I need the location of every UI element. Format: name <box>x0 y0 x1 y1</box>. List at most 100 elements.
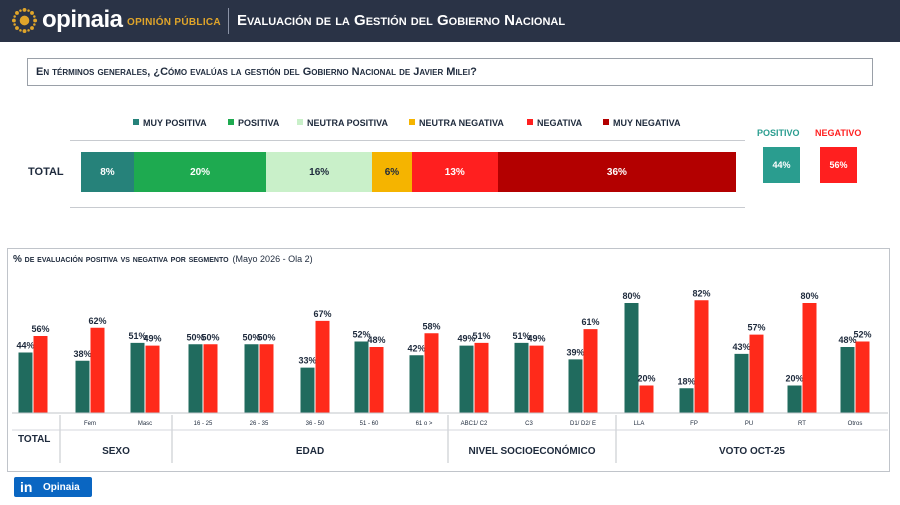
negative-bar <box>203 344 218 413</box>
segment-panel <box>7 248 890 472</box>
legend-item-negativa: NEGATIVA <box>527 118 582 128</box>
legend-label: MUY NEGATIVA <box>613 118 681 128</box>
total-segment-neutra-positiva: 16% <box>266 152 373 192</box>
positive-bar <box>459 345 474 413</box>
positive-value-label: 51% <box>128 331 146 341</box>
positive-value-label: 33% <box>298 356 316 366</box>
legend-item-neutra-positiva: NEUTRA POSITIVA <box>297 118 388 128</box>
positive-value-label: 38% <box>73 349 91 359</box>
category-label: 16 - 25 <box>194 421 213 427</box>
group-label-voto: VOTO OCT-25 <box>719 446 785 457</box>
positive-value-label: 42% <box>407 343 425 353</box>
legend-label: NEUTRA POSITIVA <box>307 118 389 128</box>
linkedin-button[interactable]: in Opinaia <box>14 477 92 497</box>
negative-bar <box>802 303 817 413</box>
negative-bar <box>424 333 439 413</box>
category-label: 61 o > <box>416 421 433 427</box>
positive-value-label: 50% <box>242 332 260 342</box>
category-label: FP <box>690 421 698 427</box>
negative-value-label: 49% <box>143 334 161 344</box>
legend-swatch <box>603 119 609 125</box>
positive-bar <box>514 342 529 413</box>
negative-value-label: 50% <box>257 332 275 342</box>
negative-bar <box>694 300 709 413</box>
header-bar: opinaia OPINIÓN PÚBLICA Evaluación de la… <box>0 0 900 42</box>
total-segment-negativa: 13% <box>411 152 498 192</box>
positive-value-label: 20% <box>785 374 803 384</box>
positive-value-label: 43% <box>732 342 750 352</box>
legend-swatch <box>409 119 415 125</box>
legend-item-neutra-negativa: NEUTRA NEGATIVA <box>409 118 504 128</box>
negative-value-label: 80% <box>800 291 818 301</box>
segment-title-sub: (Mayo 2026 - Ola 2) <box>232 254 313 264</box>
positive-bar <box>18 352 33 413</box>
negative-bar <box>583 329 598 413</box>
category-label: 51 - 60 <box>360 421 379 427</box>
positive-bar <box>188 344 203 413</box>
positive-bar <box>244 344 259 413</box>
legend-swatch <box>297 119 303 125</box>
positive-bar <box>409 355 424 413</box>
linkedin-label: Opinaia <box>43 482 80 493</box>
negative-bar <box>474 342 489 413</box>
positive-bar <box>300 367 315 413</box>
legend-swatch <box>133 119 139 125</box>
header-divider <box>228 8 229 34</box>
total-segment-muy-positiva: 8% <box>81 152 134 192</box>
negative-value-label: 50% <box>201 332 219 342</box>
negative-value-label: 52% <box>853 330 871 340</box>
positive-bar <box>130 342 145 413</box>
negative-bar <box>855 341 870 413</box>
negative-bar <box>529 345 544 413</box>
negative-bar <box>749 334 764 413</box>
sun-logo-icon <box>11 7 38 34</box>
negative-value-label: 51% <box>472 331 490 341</box>
negative-bar <box>259 344 274 413</box>
negative-bar <box>639 385 654 413</box>
category-label: Masc <box>138 421 152 427</box>
negative-value-label: 62% <box>88 316 106 326</box>
segment-title-main: % de evaluación positiva vs negativa por… <box>13 254 229 265</box>
positive-value-label: 39% <box>566 347 584 357</box>
legend-label: NEUTRA NEGATIVA <box>419 118 504 128</box>
category-label: Otros <box>848 421 863 427</box>
legend-swatch <box>228 119 234 125</box>
negative-bar <box>145 345 160 413</box>
positivo-value: 44% <box>763 147 800 183</box>
category-label: D1/ D2/ E <box>570 421 596 427</box>
brand-name: opinaia <box>42 6 123 33</box>
linkedin-icon: in <box>20 479 33 495</box>
category-label: LLA <box>634 421 645 427</box>
positive-bar <box>75 360 90 413</box>
positive-value-label: 48% <box>838 335 856 345</box>
positive-value-label: 52% <box>352 330 370 340</box>
negative-bar <box>369 347 384 413</box>
group-label-sexo: SEXO <box>102 446 130 457</box>
positive-bar <box>734 353 749 413</box>
group-label-edad: EDAD <box>295 446 325 457</box>
positive-value-label: 80% <box>622 291 640 301</box>
segment-panel-title: % de evaluación positiva vs negativa por… <box>13 254 313 265</box>
legend-label: POSITIVA <box>238 118 280 128</box>
page-title: Evaluación de la Gestión del Gobierno Na… <box>237 12 566 29</box>
negative-value-label: 48% <box>367 335 385 345</box>
negative-bar <box>315 320 330 413</box>
positive-bar <box>679 388 694 413</box>
question-box: En términos generales, ¿Cómo evalúas la … <box>27 58 873 86</box>
total-segment-neutra-negativa: 6% <box>372 152 412 192</box>
negative-value-label: 67% <box>313 309 331 319</box>
positive-value-label: 50% <box>186 332 204 342</box>
negative-value-label: 20% <box>637 374 655 384</box>
total-segment-muy-negativa: 36% <box>497 152 736 192</box>
legend-item-muy-positiva: MUY POSITIVA <box>133 118 207 128</box>
positive-value-label: 49% <box>457 334 475 344</box>
positive-bar <box>568 359 583 413</box>
positive-bar <box>840 347 855 413</box>
group-label-total: TOTAL <box>18 434 51 445</box>
category-label: ABC1/ C2 <box>461 421 488 427</box>
total-segment-positiva: 20% <box>133 152 267 192</box>
legend-item-positiva: POSITIVA <box>228 118 279 128</box>
legend-label: NEGATIVA <box>537 118 583 128</box>
category-label: PU <box>745 421 753 427</box>
